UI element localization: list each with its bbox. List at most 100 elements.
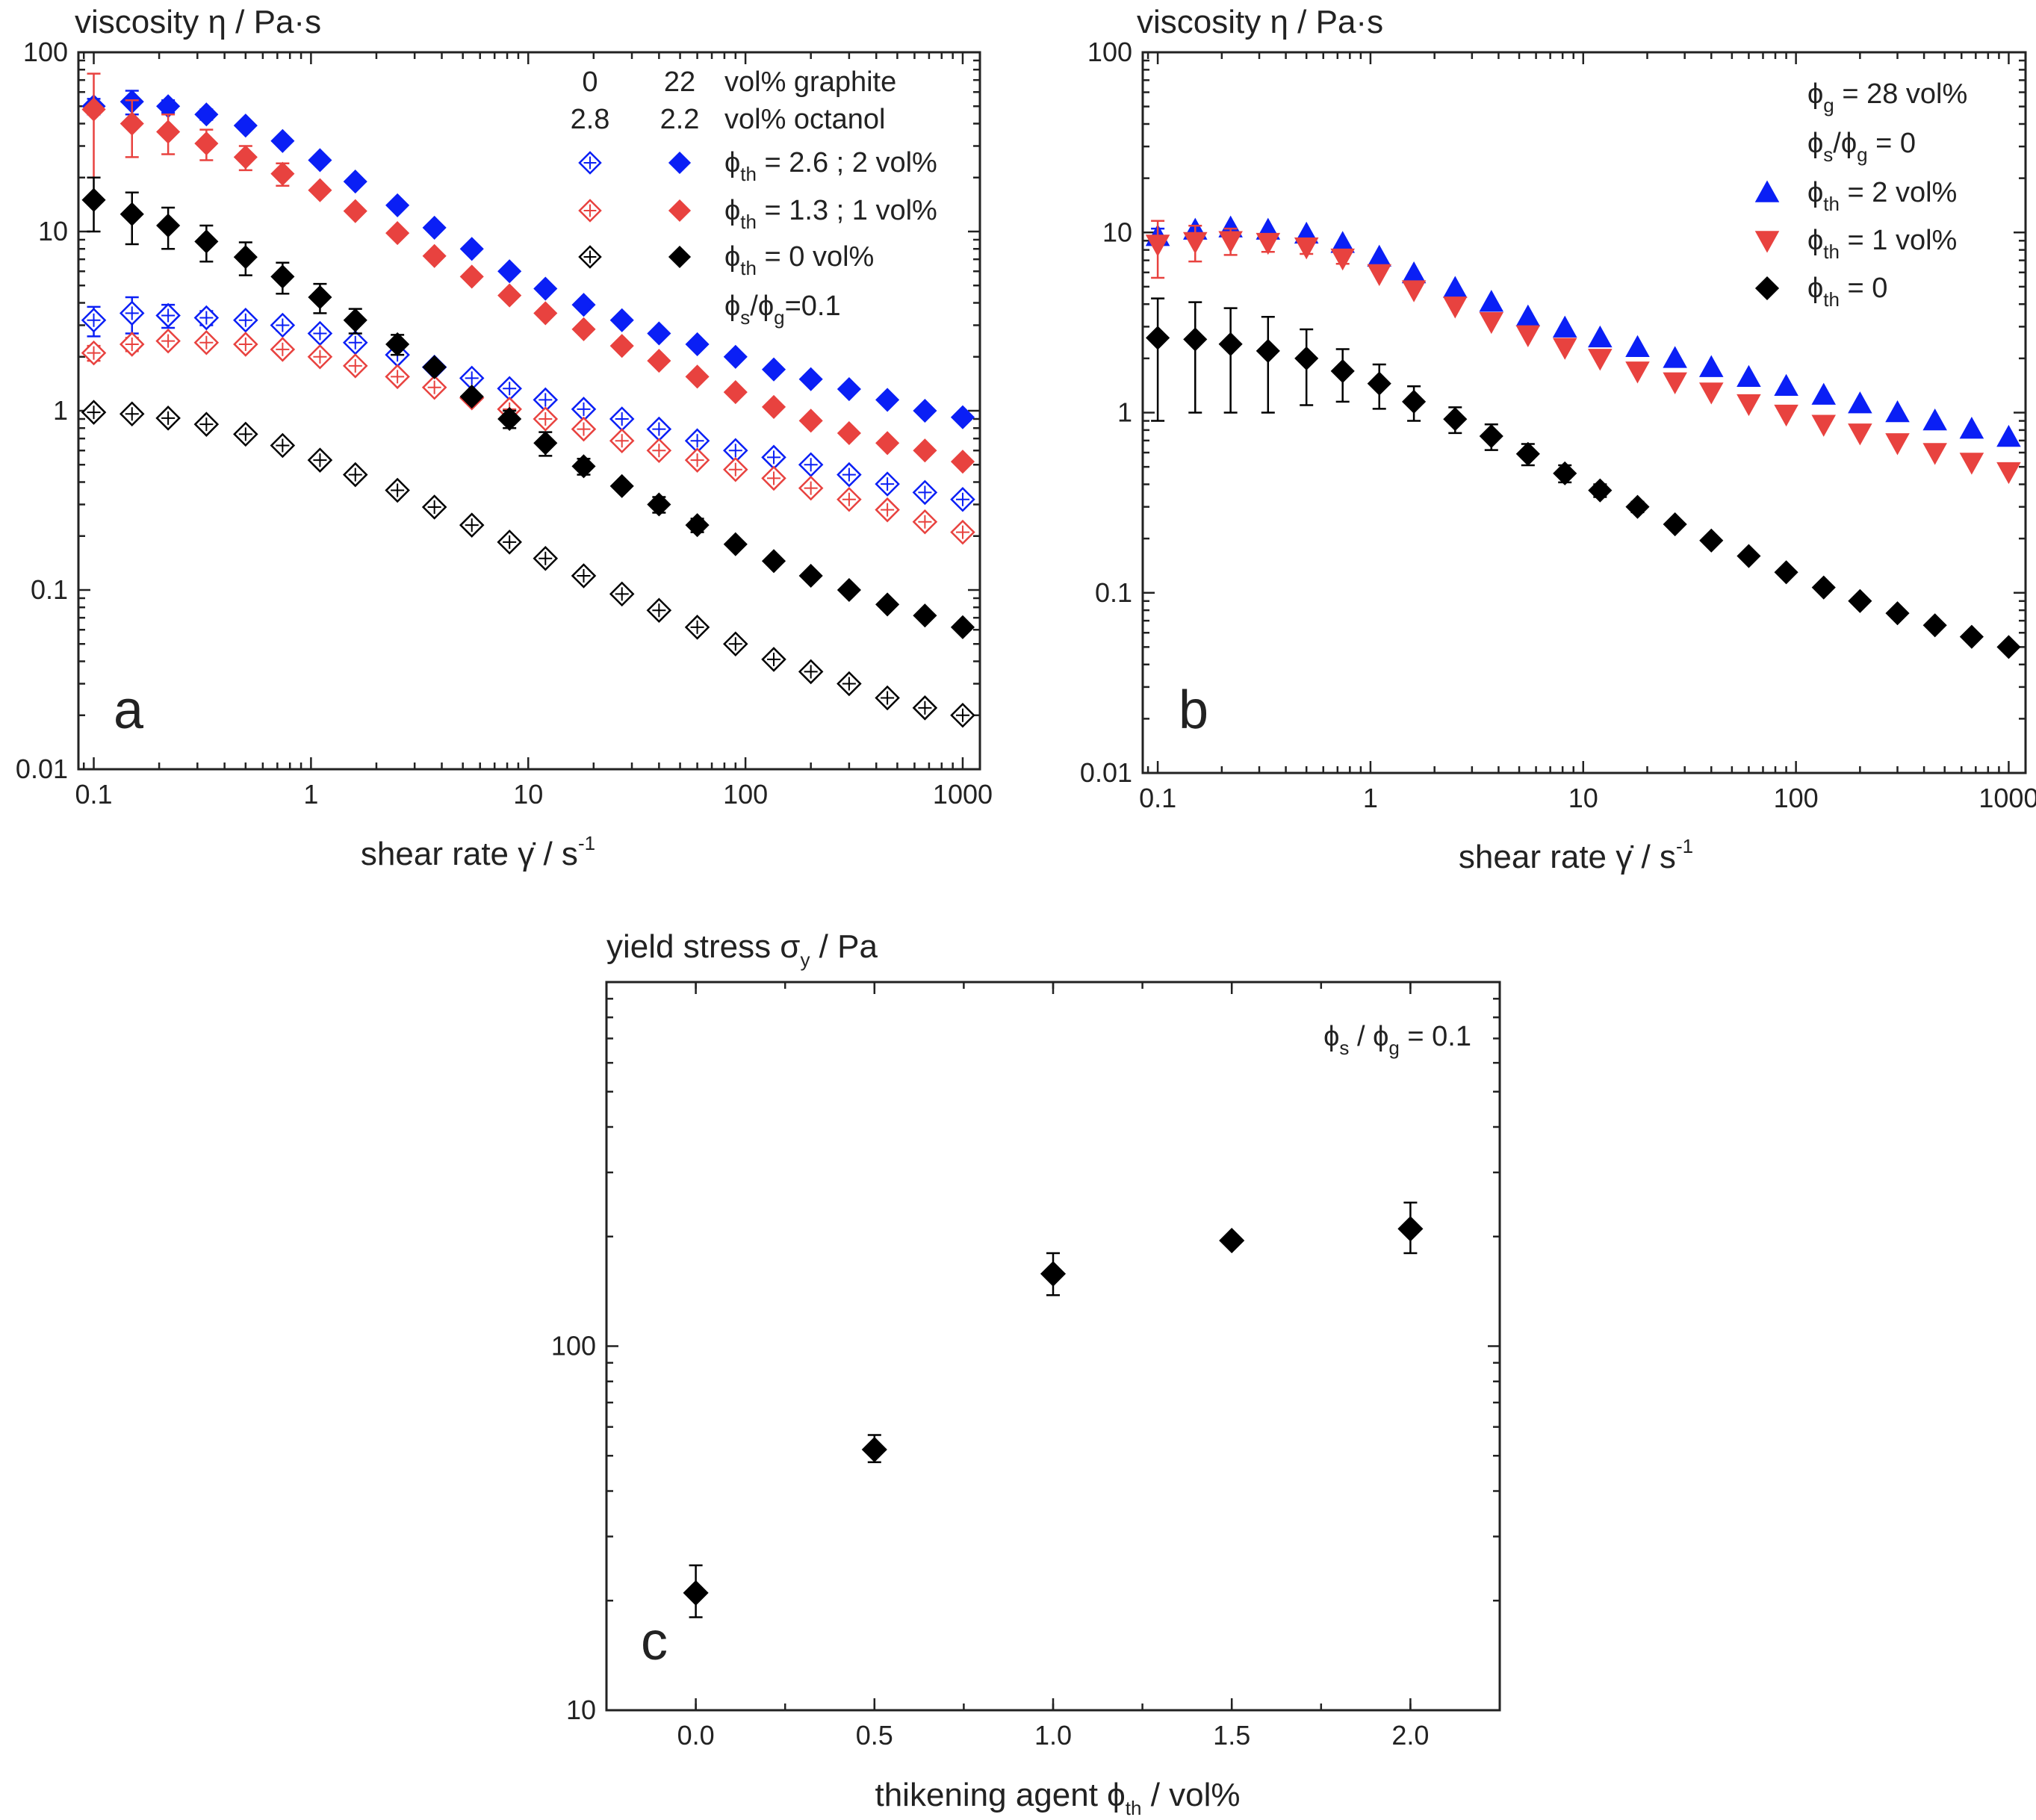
data-point-b-s0 [1663, 346, 1687, 368]
legend-entry-black-text: ϕth = 0 vol% [724, 241, 874, 279]
legend-entry-red-text: ϕth = 1 vol% [1807, 225, 1957, 263]
x-tick-label: 0.0 [677, 1720, 715, 1751]
data-point-b-s0 [1737, 364, 1761, 387]
data-point-a-s5 [343, 308, 367, 332]
x-tick-label: 1.5 [1213, 1720, 1250, 1751]
data-point-b-s1 [1922, 443, 1947, 465]
y-tick-label: 1 [53, 395, 68, 426]
y-tick-label: 0.01 [1080, 757, 1132, 788]
legend-marker-red-triangle [1754, 231, 1780, 253]
data-point-a-s5 [120, 202, 144, 226]
panel-c-xlabel: thikening agent ϕth / vol% [875, 1777, 1240, 1819]
data-point-a-s3 [647, 321, 671, 346]
legend-entry-blue-text: ϕth = 2 vol% [1807, 177, 1957, 215]
legend-entry-black-text: ϕth = 0 [1807, 273, 1887, 311]
data-point-a-s4 [837, 420, 861, 446]
panel-b-xlabel: shear rate γ̇ / s-1 [1459, 835, 1693, 875]
data-point-a-s5 [875, 592, 900, 617]
data-point-a-s3 [497, 259, 522, 284]
data-point-b-s1 [1737, 394, 1761, 417]
y-tick-label: 10 [1102, 217, 1132, 247]
data-point-b-s2 [1959, 624, 1984, 649]
data-point-a-s3 [913, 398, 937, 423]
data-point-a-s3 [422, 215, 447, 240]
data-point-b-s1 [1367, 264, 1392, 287]
x-tick-label: 1000 [933, 779, 993, 810]
legend-header-graphite-label: vol% graphite [724, 66, 896, 98]
data-point-a-s3 [761, 357, 786, 382]
data-point-b-s1 [1959, 453, 1984, 475]
legend-marker-blue-triangle [1754, 180, 1780, 202]
data-point-c-s0 [1219, 1228, 1245, 1254]
data-point-b-s0 [1552, 315, 1577, 338]
data-point-b-s0 [1922, 408, 1947, 431]
data-point-a-s4 [81, 97, 106, 122]
data-point-a-s4 [422, 243, 447, 268]
data-point-b-s1 [1256, 232, 1281, 255]
panel-b-label: b [1179, 680, 1208, 740]
data-point-b-s2 [1183, 327, 1208, 352]
legend-header-octanol-left: 2.8 [571, 104, 610, 135]
data-point-a-s3 [385, 193, 410, 217]
data-point-a-s3 [950, 405, 975, 429]
data-point-b-s2 [1811, 575, 1836, 600]
data-point-b-s0 [1401, 261, 1427, 284]
y-tick-label: 0.01 [16, 754, 68, 784]
data-point-a-s5 [609, 473, 634, 498]
data-point-b-s0 [1774, 373, 1798, 396]
data-point-b-s0 [1443, 276, 1468, 298]
data-point-a-s5 [459, 384, 484, 409]
data-point-a-s4 [571, 317, 596, 341]
data-point-a-s5 [533, 431, 558, 456]
data-point-a-s5 [497, 406, 522, 432]
data-point-b-s2 [1553, 461, 1577, 485]
data-point-a-s5 [647, 492, 671, 517]
data-point-b-s2 [1218, 332, 1243, 356]
data-point-b-s2 [1663, 512, 1687, 537]
data-point-a-s4 [194, 131, 219, 156]
data-point-b-s2 [1515, 441, 1540, 466]
y-tick-label: 10 [566, 1695, 596, 1725]
data-point-b-s0 [1479, 290, 1504, 312]
panel-c-label: c [641, 1612, 668, 1671]
data-point-a-s3 [837, 377, 861, 402]
data-point-b-s2 [1996, 635, 2021, 659]
data-point-a-s5 [571, 454, 596, 479]
data-point-b-s2 [1922, 613, 1947, 638]
data-point-b-s1 [1145, 235, 1170, 257]
data-point-a-s5 [81, 187, 106, 212]
data-point-a-s4 [385, 221, 410, 246]
data-point-b-s2 [1774, 560, 1798, 585]
data-point-b-s2 [1330, 358, 1355, 383]
x-tick-label: 10 [513, 779, 543, 810]
panel-c-ratio-note: ϕs / ϕg = 0.1 [1323, 1021, 1471, 1059]
x-tick-label: 0.5 [856, 1720, 893, 1751]
data-point-b-s2 [1885, 601, 1910, 626]
data-point-c-s0 [683, 1580, 709, 1606]
panel-c-marks: 0.0 0.5 1.0 1.5 2.0 10 100 [551, 981, 1501, 1751]
data-point-b-s1 [1885, 433, 1910, 456]
data-point-b-s0 [1848, 391, 1872, 414]
data-point-b-s0 [1959, 417, 1984, 439]
data-point-b-s1 [1996, 462, 2021, 485]
data-point-a-s5 [270, 264, 295, 289]
y-tick-label: 100 [1087, 37, 1132, 67]
panel-a-ylabel: viscosity η / Pa·s [75, 4, 321, 40]
legend-header-graphite-left: 0 [582, 66, 598, 98]
data-point-a-s3 [459, 237, 484, 261]
data-point-a-s5 [685, 513, 710, 538]
data-point-a-s4 [459, 264, 484, 289]
y-tick-label: 100 [551, 1331, 596, 1361]
data-point-a-s3 [233, 114, 258, 138]
data-point-a-s3 [875, 388, 900, 412]
data-point-a-s3 [343, 170, 367, 194]
data-point-a-s5 [913, 603, 937, 628]
data-point-a-s4 [875, 431, 900, 456]
y-tick-label: 100 [23, 37, 68, 67]
data-point-a-s4 [120, 111, 144, 136]
y-tick-label: 0.1 [1095, 577, 1132, 608]
